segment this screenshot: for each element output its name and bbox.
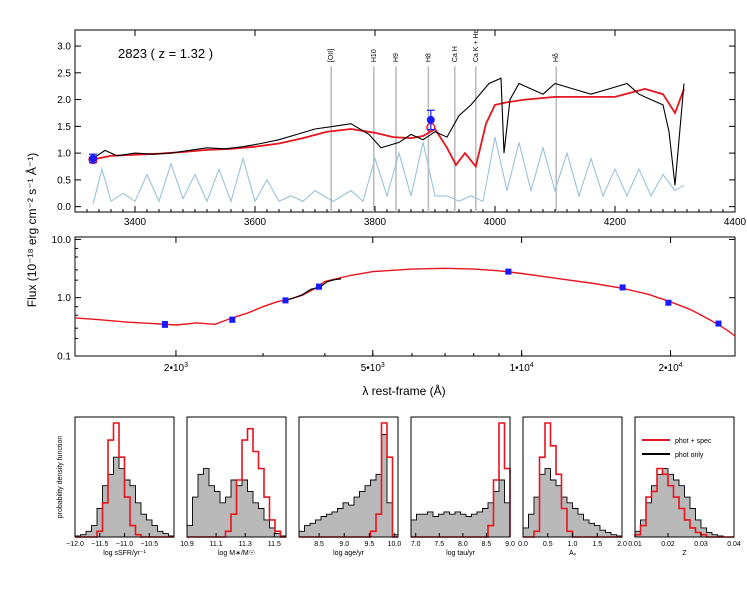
sed-x-tick-label: 1•104 bbox=[510, 362, 534, 374]
hist-panel-frame bbox=[634, 416, 735, 538]
hist-x-tick-label: 8.5 bbox=[482, 541, 492, 548]
hist-x-tick-label: 7.5 bbox=[434, 541, 444, 548]
hist-x-tick-label: 0.5 bbox=[543, 541, 553, 548]
x-tick-label: 3400 bbox=[124, 217, 147, 228]
hist-x-tick-label: −11.0 bbox=[116, 541, 133, 548]
y-tick-label: 0.0 bbox=[57, 202, 71, 213]
hist-x-label: Z bbox=[682, 550, 687, 557]
hist-x-tick-label: 1.0 bbox=[568, 541, 578, 548]
hist-x-tick-label: 10.9 bbox=[180, 541, 194, 548]
series-data-line bbox=[92, 77, 685, 186]
x-tick-label: 3800 bbox=[364, 217, 387, 228]
legend-label: phot + spec bbox=[675, 438, 712, 445]
panel2-frame bbox=[74, 236, 736, 357]
panel1-frame bbox=[74, 29, 736, 213]
hist-x-label: log M∗/M☉ bbox=[218, 549, 255, 557]
sed-photometry-point bbox=[161, 321, 168, 328]
sed-y-tick-label: 0.1 bbox=[57, 352, 71, 363]
hist-x-tick-label: 0.01 bbox=[628, 541, 642, 548]
photometry-point bbox=[426, 115, 435, 124]
hist-x-tick-label: −12.0 bbox=[66, 541, 84, 548]
series-sky-line bbox=[92, 136, 685, 205]
sed-photometry-point bbox=[665, 299, 672, 306]
hist-x-tick-label: 9.0 bbox=[505, 541, 515, 548]
hist-x-label: log age/yr bbox=[333, 550, 364, 557]
sed-x-tick-label: 2•103 bbox=[164, 362, 188, 374]
x-tick-label: 3600 bbox=[244, 217, 267, 228]
y-tick-label: 3.0 bbox=[57, 42, 71, 53]
sed-photometry-point bbox=[715, 320, 722, 327]
object-label: 2823 ( z = 1.32 ) bbox=[118, 46, 213, 61]
x-tick-label: 4200 bbox=[604, 217, 627, 228]
hist-x-tick-label: 11.1 bbox=[210, 541, 223, 548]
hist-panel-frame bbox=[410, 416, 511, 538]
photometry-point bbox=[89, 154, 97, 163]
y-axis-label: Flux (10⁻¹⁸ erg cm⁻² s⁻¹ Å⁻¹) bbox=[24, 153, 39, 307]
legend-label: phot only bbox=[675, 452, 704, 459]
spectral-line-label: Hδ bbox=[553, 53, 560, 62]
series-model-line bbox=[92, 87, 685, 169]
hist-x-tick-label: −10.5 bbox=[140, 541, 158, 548]
hist-x-tick-label: −11.5 bbox=[91, 541, 108, 548]
hist-x-tick-label: 11.5 bbox=[268, 541, 281, 548]
hist-x-tick-label: 9.0 bbox=[339, 541, 349, 548]
hist-x-tick-label: 9.5 bbox=[364, 541, 374, 548]
spectral-line-label: Ca H bbox=[452, 46, 459, 62]
hist-x-tick-label: 10.0 bbox=[388, 541, 402, 548]
hist-x-tick-label: 0.04 bbox=[727, 541, 741, 548]
sed-photometry-point bbox=[505, 268, 512, 275]
hist-x-tick-label: 2.0 bbox=[617, 541, 627, 548]
x-axis-label: λ rest-frame (Å) bbox=[362, 383, 445, 398]
hist-phot-only bbox=[634, 468, 734, 538]
spectral-line-label: Ca K + Hε bbox=[473, 30, 480, 62]
sed-photometry-point bbox=[229, 316, 236, 323]
pdf-y-label: probability density function bbox=[57, 436, 64, 519]
hist-phot-only bbox=[410, 479, 511, 538]
sed-photometry-point bbox=[282, 297, 289, 304]
hist-x-label: log sSFR/yr⁻¹ bbox=[103, 550, 146, 557]
sed-photometry-point bbox=[619, 284, 626, 291]
sed-x-tick-label: 5•103 bbox=[361, 362, 385, 374]
hist-panel-frame bbox=[186, 416, 287, 538]
hist-x-tick-label: 7.0 bbox=[411, 541, 421, 548]
hist-x-tick-label: 8.5 bbox=[314, 541, 324, 548]
spectral-line-label: H8 bbox=[425, 53, 432, 62]
x-tick-label: 4000 bbox=[484, 217, 507, 228]
sed-photometry-point bbox=[316, 283, 323, 290]
sed-x-tick-label: 2•104 bbox=[658, 362, 682, 374]
hist-panel-frame bbox=[298, 416, 399, 538]
sed-y-tick-label: 10.0 bbox=[52, 235, 72, 246]
hist-x-label: Aᵥ bbox=[569, 550, 577, 557]
hist-x-tick-label: 0.0 bbox=[518, 541, 528, 548]
full-sed-data-line bbox=[285, 278, 342, 301]
y-tick-label: 1.5 bbox=[57, 122, 71, 133]
hist-x-tick-label: 8.0 bbox=[458, 541, 468, 548]
y-tick-label: 0.5 bbox=[57, 175, 71, 186]
hist-x-tick-label: 0.02 bbox=[661, 541, 675, 548]
spectral-line-label: H9 bbox=[393, 53, 400, 62]
hist-x-tick-label: 0.03 bbox=[694, 541, 708, 548]
spectral-line-label: H10 bbox=[371, 49, 378, 62]
sed-y-tick-label: 1.0 bbox=[57, 293, 71, 304]
hist-phot-only bbox=[522, 468, 623, 538]
hist-x-tick-label: 11.3 bbox=[239, 541, 252, 548]
y-tick-label: 2.5 bbox=[57, 68, 71, 79]
y-tick-label: 1.0 bbox=[57, 149, 71, 160]
hist-x-label: log tau/yr bbox=[446, 550, 475, 557]
x-tick-label: 4400 bbox=[724, 217, 747, 228]
y-tick-label: 2.0 bbox=[57, 95, 71, 106]
hist-phot-spec bbox=[634, 467, 734, 538]
full-sed-model-line bbox=[74, 267, 736, 337]
hist-phot-only bbox=[298, 433, 399, 538]
hist-x-tick-label: 1.5 bbox=[592, 541, 602, 548]
spectral-line-label: [OII] bbox=[328, 49, 335, 62]
